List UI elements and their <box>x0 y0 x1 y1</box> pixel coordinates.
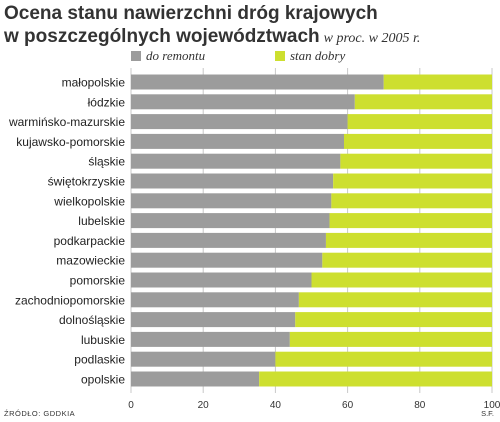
bar-do-remontu <box>131 153 341 169</box>
author-credit: S.F. <box>481 409 494 418</box>
bar-stan-dobry <box>322 252 492 268</box>
bar-do-remontu <box>131 331 290 347</box>
x-tick-label: 100 <box>484 400 500 411</box>
category-label: kujawsko-pomorskie <box>16 135 125 149</box>
bar-do-remontu <box>131 193 332 209</box>
bar-do-remontu <box>131 232 326 248</box>
bar-do-remontu <box>131 351 276 367</box>
chart-title: Ocena stanu nawierzchni dróg krajowych w… <box>4 2 496 50</box>
bar-do-remontu <box>131 173 334 189</box>
category-label: podkarpackie <box>54 234 126 248</box>
source-note: ŹRÓDŁO: GDDKIA <box>4 409 76 418</box>
x-tick-label: 80 <box>414 400 426 411</box>
bar-stan-dobry <box>295 312 492 328</box>
category-label: podlaskie <box>74 353 125 367</box>
bar-stan-dobry <box>383 74 492 90</box>
category-label: wielkopolskie <box>53 194 125 208</box>
title-line-1: Ocena stanu nawierzchni dróg krajowych <box>4 3 378 24</box>
category-label: dolnośląskie <box>59 313 125 327</box>
x-tick-label: 60 <box>342 400 354 411</box>
bar-stan-dobry <box>259 371 492 387</box>
bar-stan-dobry <box>347 114 492 130</box>
bar-do-remontu <box>131 114 348 130</box>
bar-do-remontu <box>131 312 296 328</box>
category-label: lubuskie <box>81 333 125 347</box>
bar-stan-dobry <box>343 133 492 149</box>
category-label: mazowieckie <box>56 254 125 268</box>
bar-stan-dobry <box>340 153 492 169</box>
bar-stan-dobry <box>329 213 492 229</box>
category-label: świętokrzyskie <box>48 175 126 189</box>
bar-do-remontu <box>131 252 323 268</box>
bar-do-remontu <box>131 74 384 90</box>
bar-stan-dobry <box>333 173 492 189</box>
title-line-2: w poszczególnych województwach w proc. w … <box>4 25 496 50</box>
legend-label-2: stan dobry <box>290 48 345 63</box>
bar-stan-dobry <box>331 193 492 209</box>
legend-swatch-2 <box>275 51 285 61</box>
x-tick-label: 40 <box>270 400 282 411</box>
category-label: śląskie <box>88 155 125 169</box>
category-label: lubelskie <box>78 214 125 228</box>
bar-stan-dobry <box>354 94 492 110</box>
bar-stan-dobry <box>311 272 492 288</box>
category-label: zachodniopomorskie <box>15 293 125 307</box>
bar-stan-dobry <box>289 331 492 347</box>
legend-swatch-1 <box>131 51 141 61</box>
bar-do-remontu <box>131 371 260 387</box>
bar-stan-dobry <box>275 351 492 367</box>
bar-do-remontu <box>131 133 344 149</box>
category-label: warmińsko-mazurskie <box>8 115 125 129</box>
bar-stan-dobry <box>325 232 492 248</box>
category-label: łódzkie <box>88 95 126 109</box>
bar-do-remontu <box>131 272 312 288</box>
bar-stan-dobry <box>298 292 492 308</box>
bar-do-remontu <box>131 292 299 308</box>
legend-label-1: do remontu <box>146 48 206 63</box>
category-label: opolskie <box>81 373 125 387</box>
bar-do-remontu <box>131 213 330 229</box>
category-label: pomorskie <box>70 274 126 288</box>
x-tick-label: 0 <box>128 400 134 411</box>
bar-do-remontu <box>131 94 355 110</box>
title-line-2-text: w poszczególnych województwach <box>4 26 320 47</box>
chart-subtitle: w proc. w 2005 r. <box>323 31 421 46</box>
category-label: małopolskie <box>62 76 126 90</box>
x-tick-label: 20 <box>198 400 210 411</box>
